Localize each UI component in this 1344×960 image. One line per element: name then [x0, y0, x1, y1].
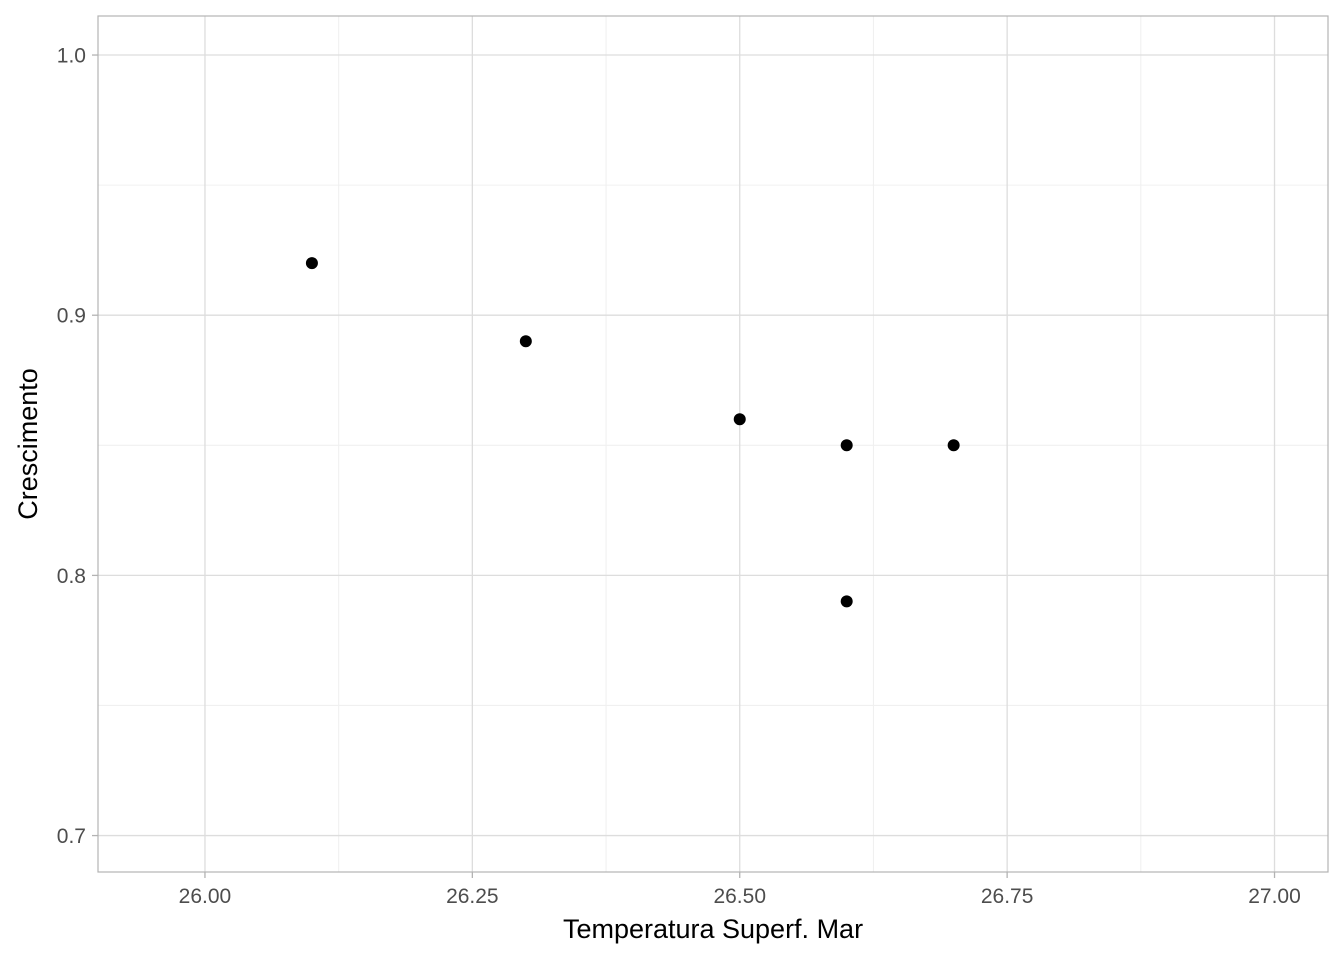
y-axis-tick-labels: 0.7 0.8 0.9 1.0	[57, 45, 86, 849]
major-gridlines	[98, 16, 1328, 872]
x-axis-title: Temperatura Superf. Mar	[563, 914, 863, 944]
minor-gridlines	[98, 16, 1328, 872]
x-tick-label: 27.00	[1248, 885, 1301, 908]
x-axis-tick-labels: 26.00 26.25 26.50 26.75 27.00	[179, 885, 1301, 908]
y-tick-label: 1.0	[57, 45, 86, 68]
axis-ticks	[92, 54, 1276, 878]
data-point	[733, 413, 746, 426]
plot-panel-background	[98, 16, 1328, 872]
y-tick-label: 0.9	[57, 305, 86, 328]
data-point	[519, 335, 532, 348]
data-point	[840, 439, 853, 452]
y-axis-title: Crescimento	[13, 368, 43, 520]
plot-panel-border	[97, 15, 1329, 873]
x-tick-label: 26.75	[981, 885, 1034, 908]
data-points	[305, 257, 960, 608]
y-tick-label: 0.7	[57, 825, 86, 848]
data-point	[840, 595, 853, 608]
x-tick-label: 26.50	[713, 885, 766, 908]
y-tick-label: 0.8	[57, 565, 86, 588]
x-tick-label: 26.25	[446, 885, 499, 908]
data-point	[947, 439, 960, 452]
data-point	[305, 257, 318, 270]
x-tick-label: 26.00	[179, 885, 232, 908]
